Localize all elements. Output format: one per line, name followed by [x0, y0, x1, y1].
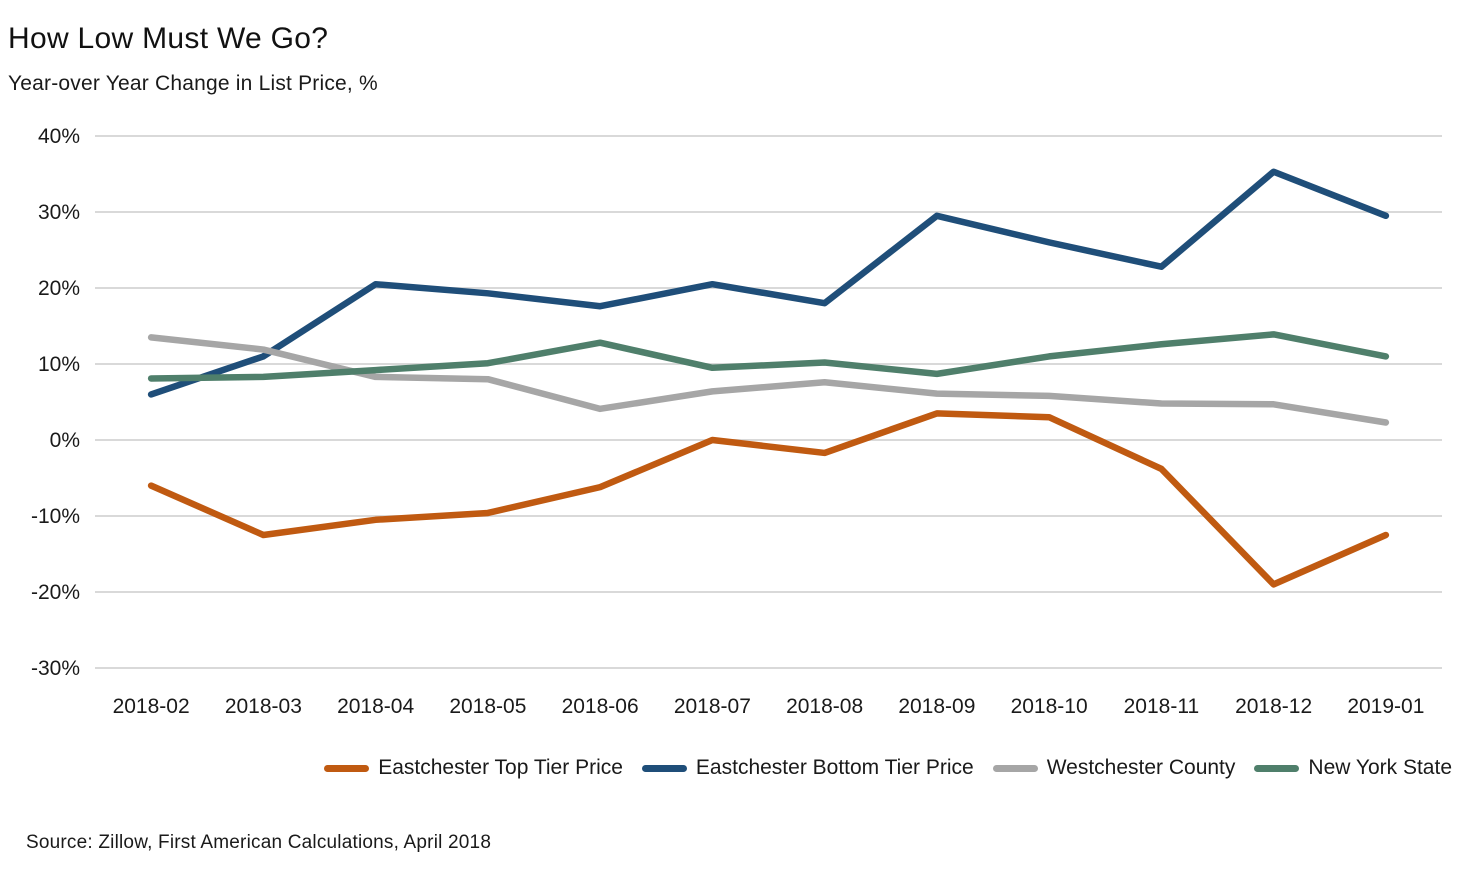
- x-axis-tick-label: 2018-04: [337, 695, 414, 718]
- legend-swatch-icon: [992, 764, 1038, 772]
- source-note: Source: Zillow, First American Calculati…: [26, 832, 492, 853]
- series-line-new-york-state: [147, 331, 1390, 382]
- series-line-eastchester-bottom-tier-price: [147, 168, 1390, 398]
- series-line-westchester-county: [147, 334, 1390, 426]
- legend-item: Westchester County: [992, 756, 1236, 780]
- y-axis-tick-label: -10%: [31, 505, 80, 528]
- legend-swatch-icon: [641, 764, 687, 772]
- y-axis-tick-label: 0%: [50, 429, 80, 452]
- x-axis-tick-label: 2018-10: [1011, 695, 1088, 718]
- x-axis-tick-label: 2019-01: [1347, 695, 1424, 718]
- x-axis-tick-label: 2018-02: [113, 695, 190, 718]
- x-axis-tick-label: 2018-11: [1124, 695, 1200, 718]
- y-axis-tick-label: 20%: [38, 277, 80, 300]
- chart-title: How Low Must We Go?: [8, 22, 329, 55]
- x-axis-tick-label: 2018-03: [225, 695, 302, 718]
- legend-swatch-icon: [1254, 764, 1300, 772]
- y-axis-tick-label: -30%: [31, 657, 80, 680]
- y-axis-tick-label: 10%: [38, 353, 80, 376]
- legend-label: New York State: [1308, 756, 1452, 779]
- chart-subtitle: Year-over Year Change in List Price, %: [8, 72, 378, 95]
- y-axis-tick-label: 30%: [38, 201, 80, 224]
- legend-label: Eastchester Bottom Tier Price: [695, 756, 974, 779]
- x-axis-tick-label: 2018-07: [674, 695, 751, 718]
- x-axis-tick-label: 2018-09: [898, 695, 975, 718]
- legend-label: Eastchester Top Tier Price: [378, 756, 623, 779]
- x-axis-tick-label: 2018-06: [562, 695, 639, 718]
- x-axis-tick-label: 2018-05: [449, 695, 526, 718]
- y-axis-tick-label: -20%: [31, 581, 80, 604]
- x-axis-tick-label: 2018-12: [1235, 695, 1312, 718]
- chart-legend: Eastchester Top Tier Price Eastchester Bo…: [0, 756, 1458, 780]
- series-line-eastchester-top-tier-price: [147, 410, 1390, 588]
- line-chart-plot: 40% 30% 20% 10% 0% -10% -20% -30% 2018-02 2018-03…: [31, 125, 1442, 718]
- legend-item: New York State: [1254, 756, 1452, 780]
- legend-swatch-icon: [324, 764, 370, 772]
- x-axis-tick-label: 2018-08: [786, 695, 863, 718]
- legend-item: Eastchester Bottom Tier Price: [641, 756, 974, 780]
- legend-label: Westchester County: [1046, 756, 1236, 779]
- y-axis-tick-label: 40%: [38, 125, 80, 148]
- legend-item: Eastchester Top Tier Price: [324, 756, 623, 780]
